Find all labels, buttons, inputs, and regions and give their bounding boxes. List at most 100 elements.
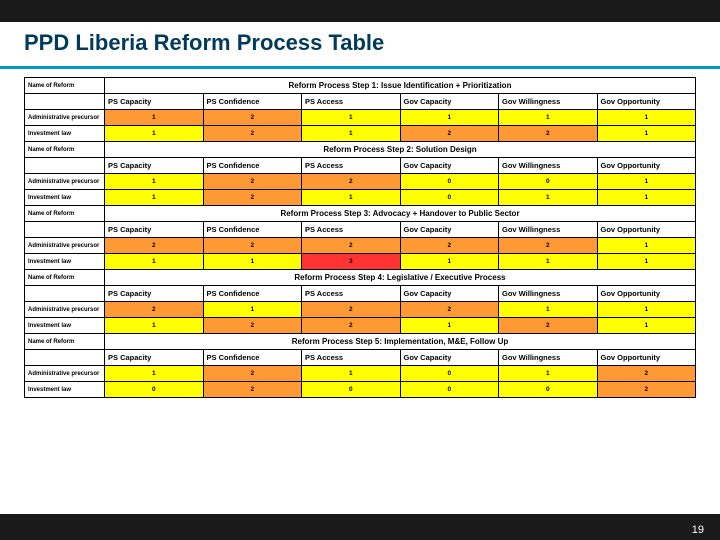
page-number: 19 bbox=[692, 524, 704, 536]
score-cell: 1 bbox=[499, 190, 598, 206]
step-title: Reform Process Step 4: Legislative / Exe… bbox=[105, 270, 696, 286]
column-header: PS Access bbox=[302, 286, 401, 302]
score-cell: 2 bbox=[302, 302, 401, 318]
top-bar bbox=[0, 0, 720, 22]
score-cell: 1 bbox=[597, 302, 696, 318]
score-cell: 1 bbox=[499, 366, 598, 382]
score-cell: 1 bbox=[105, 110, 204, 126]
column-header: PS Access bbox=[302, 350, 401, 366]
column-header: PS Confidence bbox=[203, 222, 302, 238]
reform-row-label: Investment law bbox=[25, 318, 105, 334]
reform-row-label: Administrative precursor bbox=[25, 110, 105, 126]
slide-title: PPD Liberia Reform Process Table bbox=[24, 30, 696, 56]
score-cell: 0 bbox=[400, 174, 499, 190]
score-cell: 2 bbox=[203, 174, 302, 190]
score-cell: 1 bbox=[105, 366, 204, 382]
score-cell: 0 bbox=[105, 382, 204, 398]
name-of-reform-header: Name of Reform bbox=[25, 206, 105, 222]
column-header: PS Capacity bbox=[105, 222, 204, 238]
step-title: Reform Process Step 2: Solution Design bbox=[105, 142, 696, 158]
score-cell: 0 bbox=[499, 382, 598, 398]
column-header: Gov Opportunity bbox=[597, 94, 696, 110]
score-cell: 0 bbox=[400, 366, 499, 382]
score-cell: 1 bbox=[105, 318, 204, 334]
column-header: Gov Willingness bbox=[499, 94, 598, 110]
reform-row-label: Administrative precursor bbox=[25, 366, 105, 382]
blank-cell bbox=[25, 350, 105, 366]
score-cell: 0 bbox=[400, 190, 499, 206]
column-header: Gov Opportunity bbox=[597, 286, 696, 302]
column-header: Gov Willingness bbox=[499, 222, 598, 238]
score-cell: 0 bbox=[400, 382, 499, 398]
score-cell: 1 bbox=[302, 126, 401, 142]
column-header: PS Confidence bbox=[203, 350, 302, 366]
score-cell: 2 bbox=[203, 126, 302, 142]
score-cell: 1 bbox=[302, 110, 401, 126]
column-header: PS Access bbox=[302, 158, 401, 174]
blank-cell bbox=[25, 94, 105, 110]
reform-row-label: Investment law bbox=[25, 254, 105, 270]
score-cell: 0 bbox=[499, 174, 598, 190]
name-of-reform-header: Name of Reform bbox=[25, 334, 105, 350]
score-cell: 1 bbox=[400, 254, 499, 270]
score-cell: 1 bbox=[203, 302, 302, 318]
name-of-reform-header: Name of Reform bbox=[25, 270, 105, 286]
score-cell: 1 bbox=[597, 238, 696, 254]
step-title: Reform Process Step 1: Issue Identificat… bbox=[105, 78, 696, 94]
column-header: PS Access bbox=[302, 222, 401, 238]
column-header: Gov Capacity bbox=[400, 94, 499, 110]
score-cell: 2 bbox=[105, 238, 204, 254]
score-cell: 2 bbox=[203, 318, 302, 334]
score-cell: 2 bbox=[597, 366, 696, 382]
score-cell: 1 bbox=[597, 254, 696, 270]
score-cell: 2 bbox=[302, 238, 401, 254]
score-cell: 1 bbox=[400, 318, 499, 334]
score-cell: 1 bbox=[203, 254, 302, 270]
reform-process-table: Name of ReformReform Process Step 1: Iss… bbox=[24, 77, 696, 398]
score-cell: 2 bbox=[499, 126, 598, 142]
blank-cell bbox=[25, 222, 105, 238]
score-cell: 2 bbox=[302, 318, 401, 334]
reform-row-label: Investment law bbox=[25, 126, 105, 142]
score-cell: 2 bbox=[203, 366, 302, 382]
blank-cell bbox=[25, 286, 105, 302]
score-cell: 2 bbox=[203, 190, 302, 206]
score-cell: 2 bbox=[203, 382, 302, 398]
score-cell: 2 bbox=[499, 318, 598, 334]
score-cell: 1 bbox=[597, 174, 696, 190]
column-header: PS Confidence bbox=[203, 158, 302, 174]
footer-bar: 19 bbox=[0, 514, 720, 540]
score-cell: 2 bbox=[499, 238, 598, 254]
score-cell: 1 bbox=[499, 254, 598, 270]
score-cell: 1 bbox=[302, 366, 401, 382]
name-of-reform-header: Name of Reform bbox=[25, 78, 105, 94]
column-header: PS Capacity bbox=[105, 286, 204, 302]
score-cell: 1 bbox=[105, 126, 204, 142]
reform-row-label: Administrative precursor bbox=[25, 174, 105, 190]
reform-row-label: Administrative precursor bbox=[25, 238, 105, 254]
title-area: PPD Liberia Reform Process Table bbox=[0, 22, 720, 66]
column-header: PS Access bbox=[302, 94, 401, 110]
score-cell: 1 bbox=[597, 126, 696, 142]
step-title: Reform Process Step 3: Advocacy + Handov… bbox=[105, 206, 696, 222]
column-header: Gov Willingness bbox=[499, 158, 598, 174]
column-header: PS Capacity bbox=[105, 94, 204, 110]
score-cell: 2 bbox=[302, 174, 401, 190]
reform-row-label: Investment law bbox=[25, 382, 105, 398]
column-header: Gov Opportunity bbox=[597, 158, 696, 174]
name-of-reform-header: Name of Reform bbox=[25, 142, 105, 158]
score-cell: 2 bbox=[400, 238, 499, 254]
score-cell: 0 bbox=[302, 382, 401, 398]
blank-cell bbox=[25, 158, 105, 174]
score-cell: 1 bbox=[302, 190, 401, 206]
step-title: Reform Process Step 5: Implementation, M… bbox=[105, 334, 696, 350]
score-cell: 1 bbox=[105, 174, 204, 190]
column-header: Gov Capacity bbox=[400, 158, 499, 174]
score-cell: 1 bbox=[105, 254, 204, 270]
score-cell: 1 bbox=[597, 318, 696, 334]
score-cell: 1 bbox=[105, 190, 204, 206]
score-cell: 2 bbox=[203, 110, 302, 126]
column-header: PS Confidence bbox=[203, 286, 302, 302]
column-header: PS Capacity bbox=[105, 350, 204, 366]
column-header: Gov Willingness bbox=[499, 350, 598, 366]
